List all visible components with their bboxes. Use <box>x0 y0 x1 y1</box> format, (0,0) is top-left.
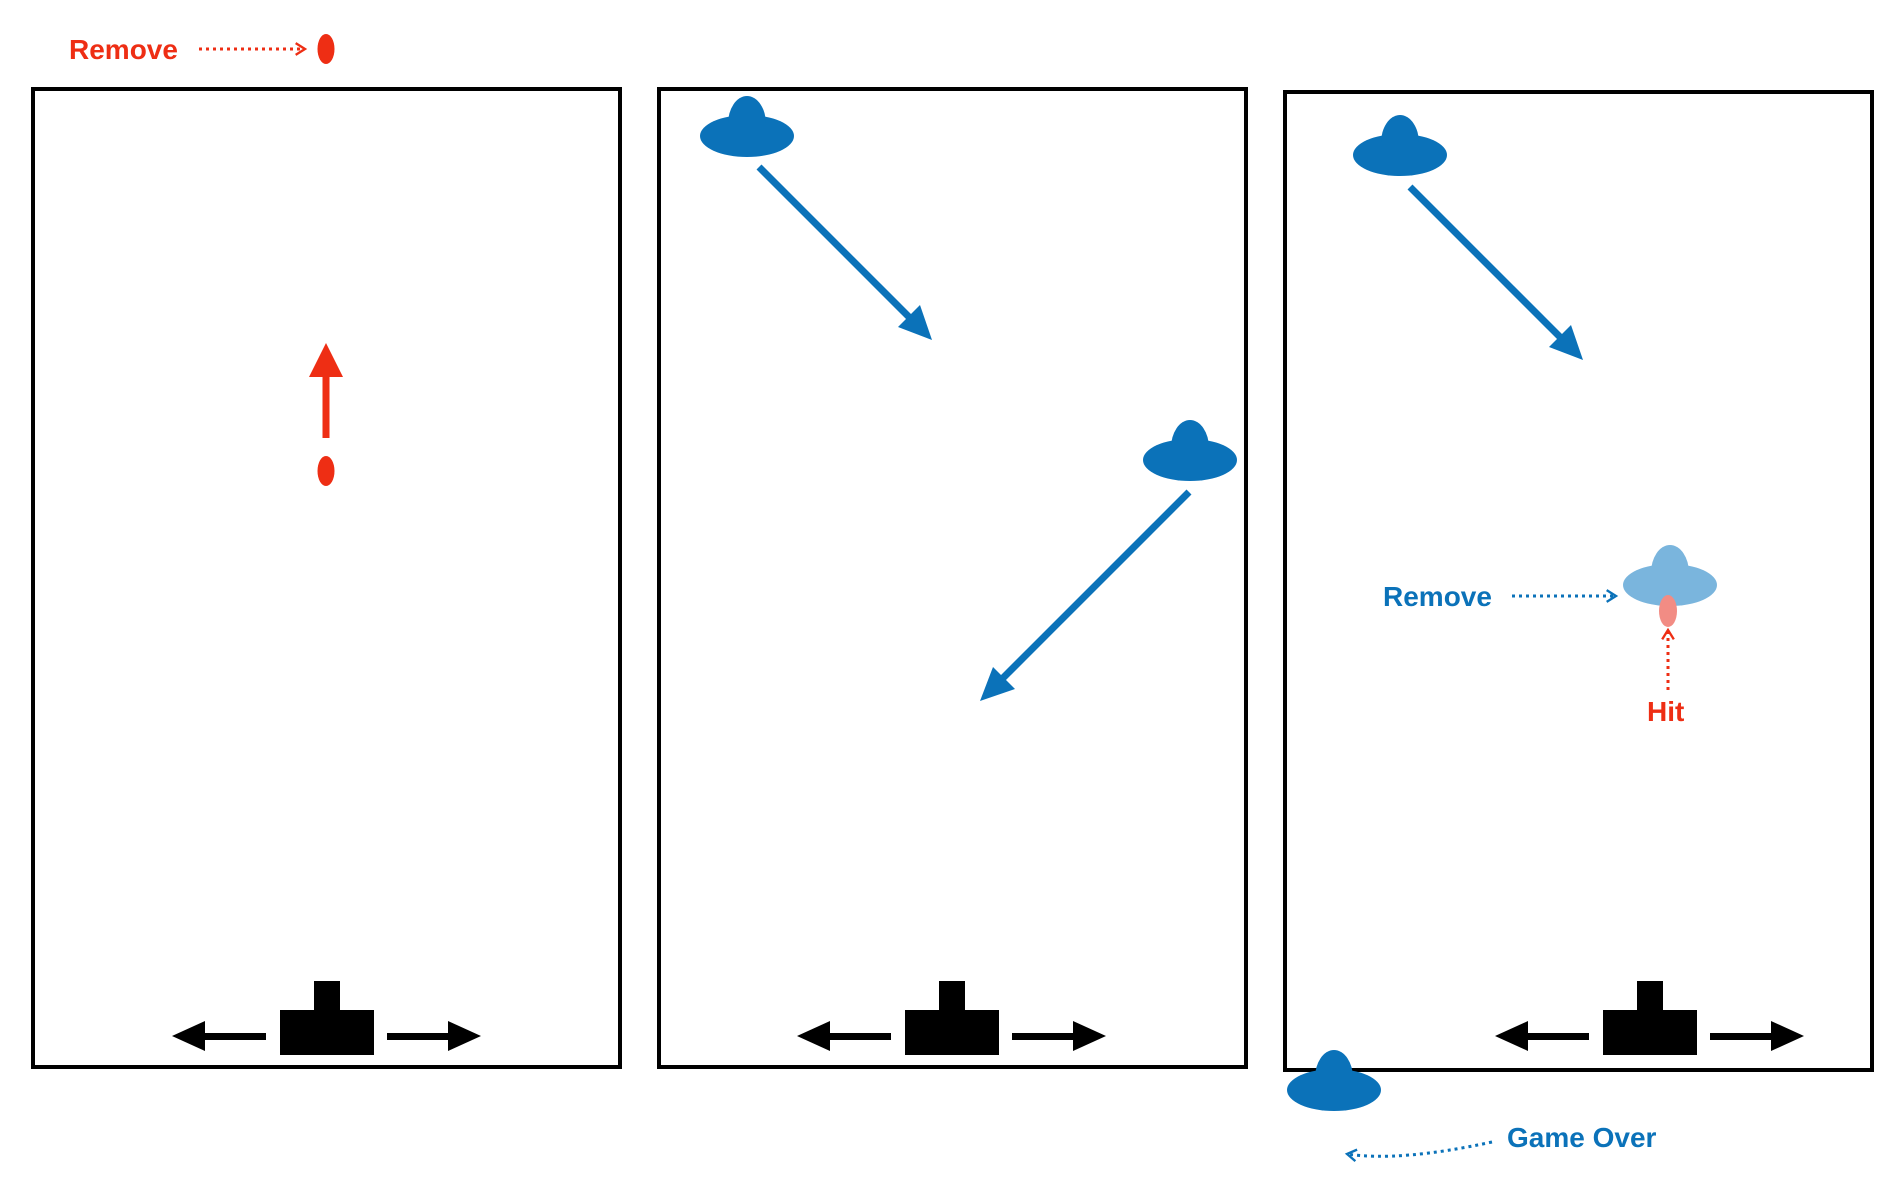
remove-missile-label: Remove <box>69 34 178 65</box>
panel-ufo-motion <box>657 87 1248 1069</box>
move-right-arrow <box>387 1021 481 1051</box>
move-right-arrow <box>1012 1021 1106 1051</box>
move-right-arrow <box>1710 1021 1804 1051</box>
ship-icon <box>905 981 999 1055</box>
ufo-trajectory-arrow <box>980 489 1192 701</box>
game-over-arrow <box>1344 1140 1493 1163</box>
hit-missile-icon <box>1659 595 1677 627</box>
frame-1 <box>31 87 622 1069</box>
missile-arrowhead <box>309 343 343 377</box>
hit-label: Hit <box>1647 696 1684 727</box>
move-left-arrow <box>172 1021 266 1051</box>
move-left-arrow <box>1495 1021 1589 1051</box>
ship-icon <box>1603 981 1697 1055</box>
remove-ufo-label: Remove <box>1383 581 1492 612</box>
missile-icon <box>317 456 335 486</box>
ufo-trajectory-arrow <box>756 164 932 340</box>
panel-collision: Remove Hit Game Over <box>1283 90 1874 1163</box>
ufo-trajectory-arrow <box>1407 184 1583 360</box>
move-left-arrow <box>797 1021 891 1051</box>
ufo-icon <box>1353 115 1447 176</box>
frame-2 <box>657 87 1248 1069</box>
ufo-icon <box>700 96 794 157</box>
ufo-icon <box>1143 420 1237 481</box>
hit-ufo-icon <box>1623 545 1717 606</box>
escaped-ufo-icon <box>1287 1050 1381 1111</box>
missile-icon <box>317 34 335 64</box>
frame-3 <box>1283 90 1874 1072</box>
panel-missile: Remove <box>31 34 622 1069</box>
game-over-label: Game Over <box>1507 1122 1657 1153</box>
ship-icon <box>280 981 374 1055</box>
